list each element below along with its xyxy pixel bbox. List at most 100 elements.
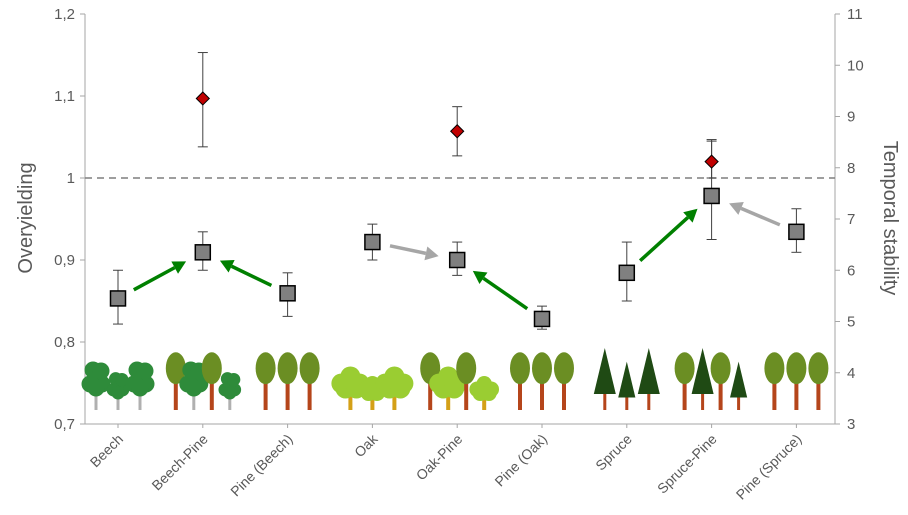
trunk (518, 378, 522, 410)
tree-group-spruce-pine (674, 348, 748, 410)
pine-tree-icon (786, 352, 807, 410)
y-tick-label: 0,7 (54, 416, 75, 433)
pine-tree-icon (201, 352, 222, 410)
trunk (370, 393, 375, 410)
pine-tree-icon (808, 352, 829, 410)
x-tick-label-pine-beech: Pine (Beech) (227, 431, 296, 500)
trunk (625, 395, 629, 410)
foliage (637, 348, 660, 394)
foliage (456, 352, 477, 385)
tree-icons-layer (81, 348, 829, 410)
square-point-oak (364, 233, 381, 251)
foliage (618, 361, 636, 398)
trunk (228, 393, 232, 410)
arrow-shaft (132, 266, 176, 292)
y2-tick-label: 4 (847, 365, 855, 382)
square-point-pine-beech (279, 285, 296, 302)
diamond-point-beech-pine (195, 91, 211, 106)
trunk (192, 389, 196, 410)
foliage (510, 352, 530, 385)
foliage (764, 352, 785, 385)
foliage (201, 352, 222, 385)
arrow-shaft (482, 276, 529, 311)
foliage (390, 378, 411, 399)
trunk (816, 378, 821, 410)
y-axis-label: Overyielding (15, 162, 37, 273)
foliage (185, 379, 203, 397)
y2-tick-label: 6 (847, 262, 855, 279)
arrow-shaft (389, 244, 427, 256)
pine-tree-icon (554, 352, 574, 410)
arrow-head (472, 270, 488, 285)
trunk (682, 378, 687, 410)
y-tick-label: 0,8 (54, 334, 75, 351)
trunk (603, 392, 607, 410)
trunk (392, 389, 397, 410)
y2-tick-label: 9 (847, 109, 855, 126)
x-tick-label-oak-pine: Oak-Pine (413, 431, 466, 484)
trunk (209, 378, 214, 410)
y-tick-label: 0,9 (54, 252, 75, 269)
y2-tick-label: 5 (847, 314, 855, 331)
pine-tree-icon (255, 352, 276, 410)
trunk (647, 392, 651, 410)
arrow-pine-beech-to-beech-pine (219, 259, 273, 288)
square-point-beech-pine (194, 244, 212, 261)
beech-tree-icon (218, 372, 242, 410)
x-tick-label-pine-spruce: Pine (Spruce) (733, 431, 805, 503)
spruce-tree-icon (637, 348, 660, 410)
foliage (223, 386, 237, 400)
foliage (277, 352, 298, 385)
spruce-tree-icon (593, 348, 616, 410)
square-point-beech (109, 290, 127, 307)
beech-tree-icon (179, 361, 209, 410)
square-point-pine-spruce (788, 223, 805, 241)
y2-tick-label: 10 (847, 57, 864, 74)
trunk (718, 378, 723, 410)
foliage (227, 372, 241, 387)
trunk (116, 393, 120, 410)
pine-tree-icon (532, 352, 552, 410)
error-bars-layer (113, 52, 802, 330)
y-tick-label: 1,2 (54, 6, 75, 23)
foliage (593, 348, 616, 394)
arrow-head (171, 261, 187, 274)
trunk (701, 392, 705, 410)
spruce-tree-icon (618, 361, 636, 410)
y2-tick-label: 11 (847, 6, 863, 23)
oak-tree-icon (469, 376, 500, 410)
tree-group-beech-pine (165, 352, 242, 410)
trunk (307, 378, 312, 410)
arrow-shaft (740, 206, 781, 227)
foliage (136, 362, 154, 380)
arrow-beech-to-beech-pine (132, 261, 187, 292)
pine-tree-icon (299, 352, 320, 410)
trunk (173, 378, 178, 410)
foliage (165, 352, 186, 385)
foliage (255, 352, 276, 385)
trunk (464, 378, 469, 410)
arrow-oak-to-oak-pine (389, 244, 439, 261)
trunk (428, 378, 433, 410)
trunk (737, 395, 741, 410)
pine-tree-icon (277, 352, 298, 410)
foliage (554, 352, 574, 385)
tree-group-oak (331, 366, 414, 410)
pine-tree-icon (674, 352, 695, 410)
foliage (674, 352, 695, 385)
foliage (730, 361, 748, 398)
x-tick-label-spruce: Spruce (592, 431, 635, 474)
foliage (532, 352, 552, 385)
pine-tree-icon (764, 352, 785, 410)
trunk (348, 389, 353, 410)
foliage (115, 372, 129, 387)
pine-tree-icon (710, 352, 731, 410)
arrow-pine-spruce-to-spruce-pine (729, 201, 781, 227)
beech-tree-icon (81, 361, 111, 410)
spruce-tree-icon (730, 361, 748, 410)
trunk (562, 378, 566, 410)
spruce-tree-icon (691, 348, 714, 410)
arrow-shaft (638, 216, 690, 263)
foliage (808, 352, 829, 385)
